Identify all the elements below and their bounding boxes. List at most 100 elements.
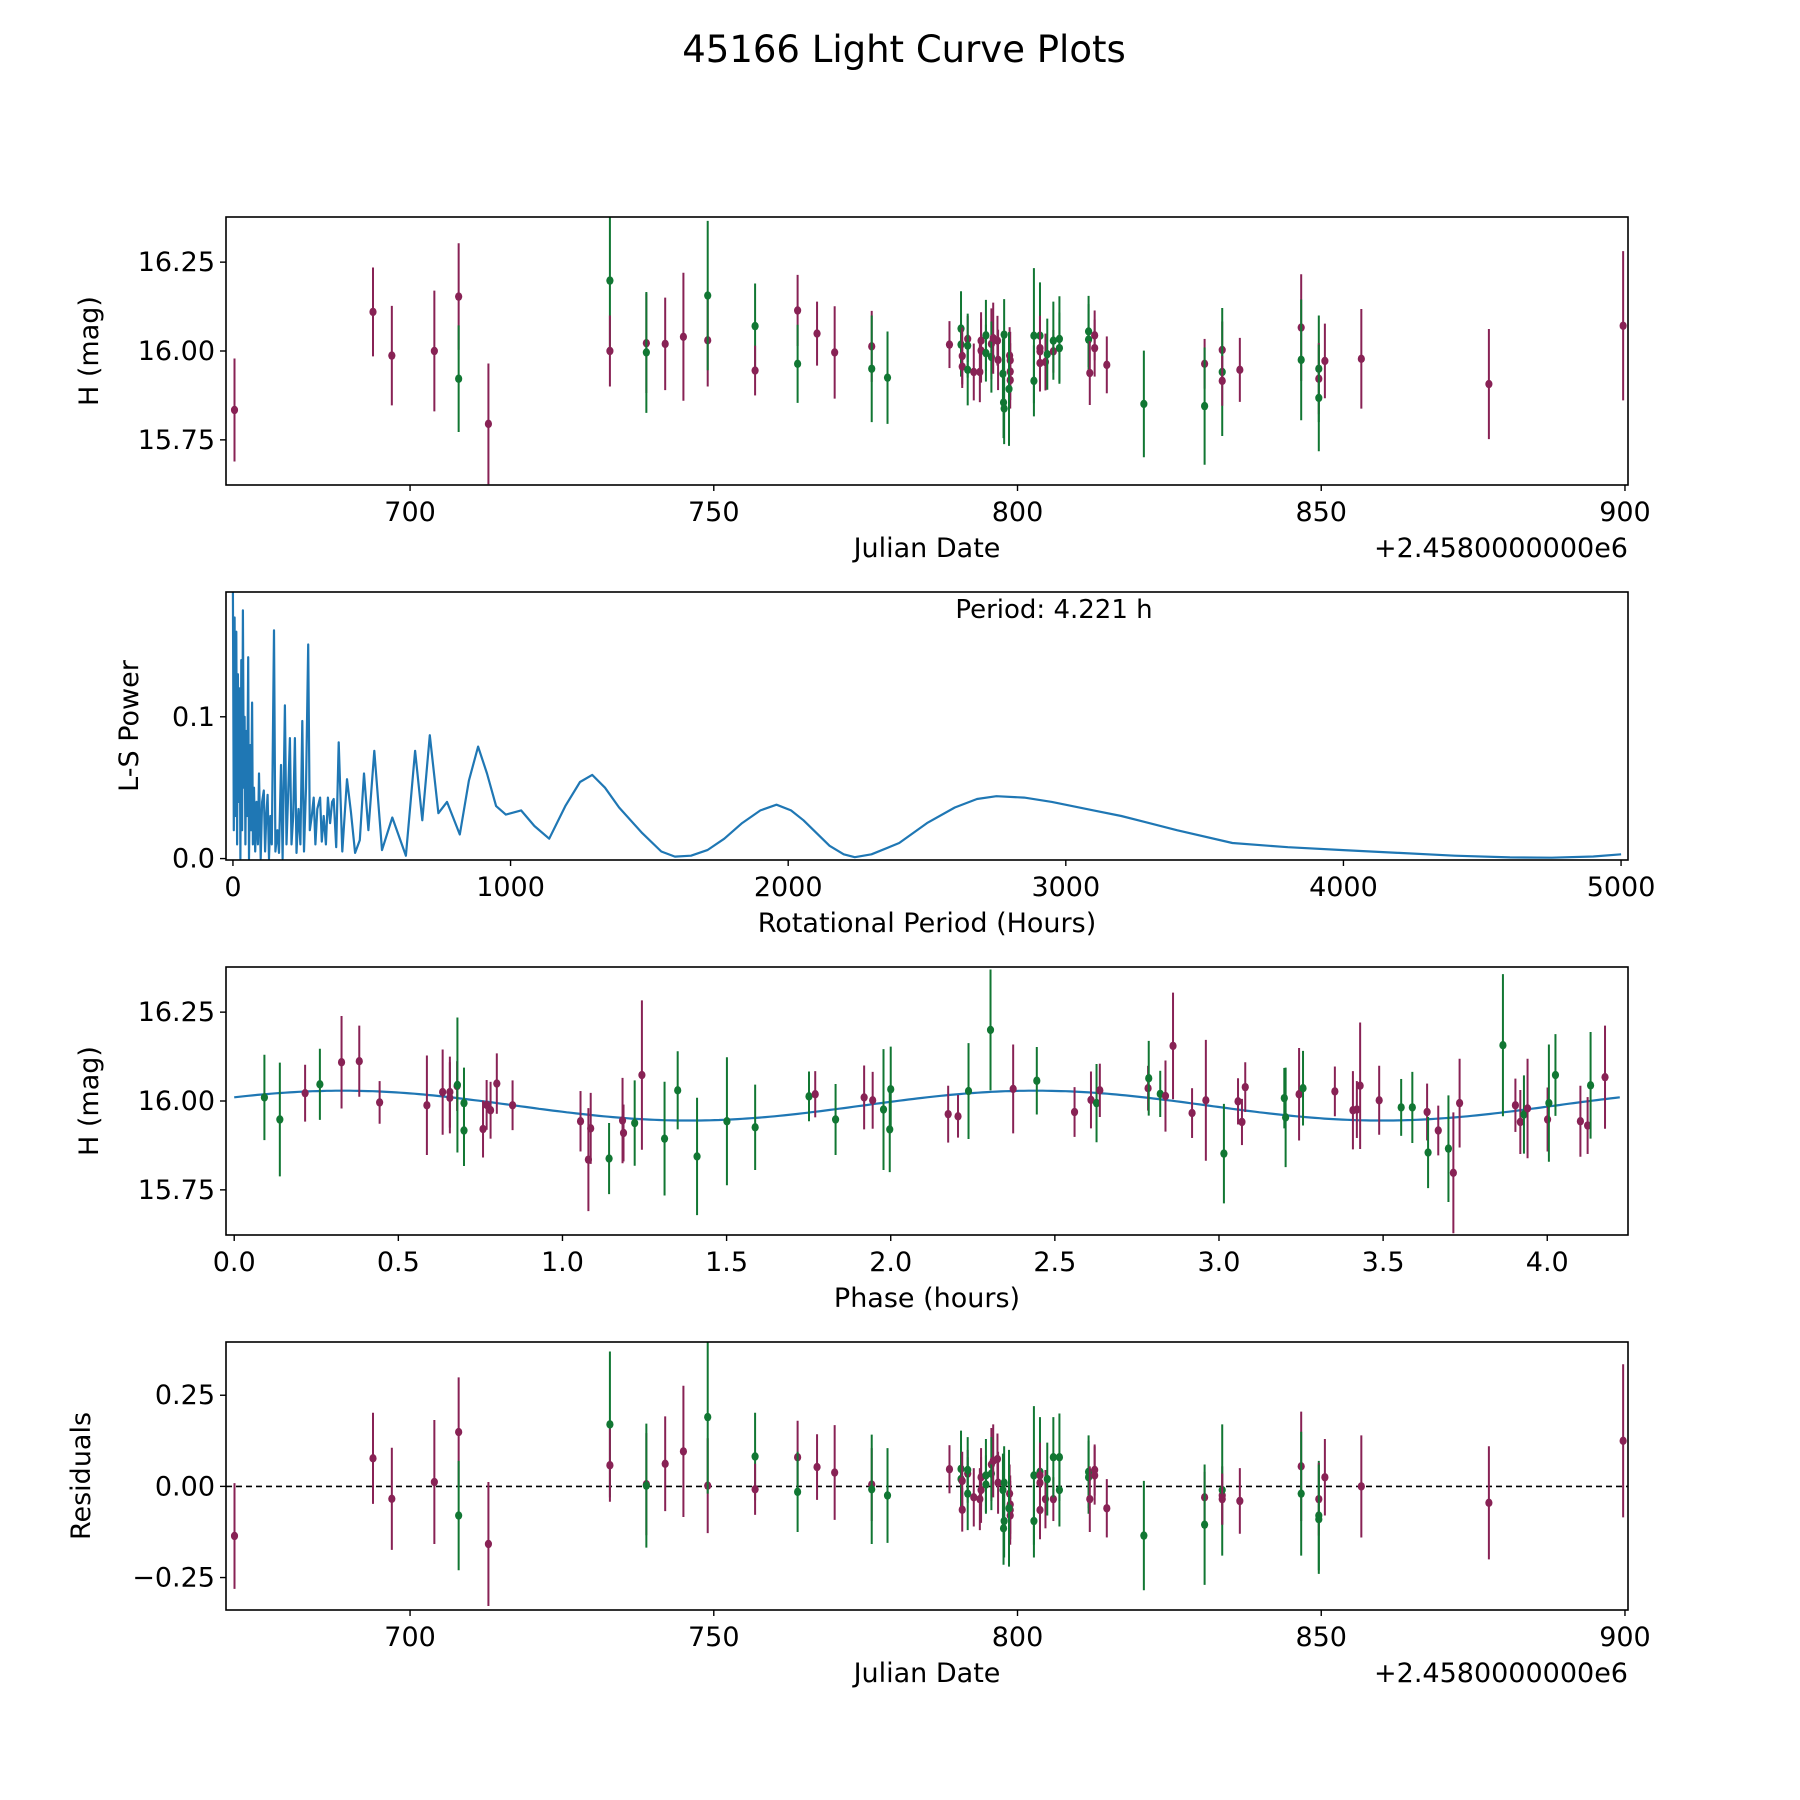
marker	[1456, 1098, 1464, 1108]
marker	[1321, 1473, 1329, 1482]
data-point	[1315, 1464, 1323, 1574]
x-tick-label: 800	[992, 497, 1044, 528]
data-point	[1357, 1435, 1365, 1538]
marker	[1576, 1117, 1585, 1126]
data-point	[860, 1065, 868, 1130]
marker	[868, 1485, 876, 1494]
data-point	[1523, 1058, 1532, 1159]
marker	[831, 1115, 840, 1124]
marker	[679, 332, 688, 341]
model-curve	[234, 1089, 1620, 1122]
marker	[751, 1485, 759, 1494]
axes-frame	[225, 1341, 1629, 1611]
marker	[1201, 1520, 1209, 1529]
data-point	[944, 1085, 952, 1143]
data-point	[813, 301, 821, 366]
data-point	[493, 1053, 501, 1114]
x-tick-label: 2.0	[869, 1247, 912, 1278]
data-point	[1353, 1081, 1361, 1138]
data-point	[869, 1071, 877, 1129]
figure-title: 45166 Light Curve Plots	[682, 28, 1126, 71]
x-tick-label: 3.0	[1198, 1247, 1241, 1278]
y-axis-label: Residuals	[66, 1412, 97, 1540]
panel-residuals: 700 750 800 850 900 −0.25 0.00 0.25 Julian Date R…	[66, 1341, 1651, 1689]
marker	[1423, 1107, 1431, 1117]
data-point	[1070, 1087, 1079, 1137]
marker	[1030, 1471, 1038, 1480]
data-point	[1434, 1105, 1442, 1156]
marker	[986, 1025, 995, 1035]
data-point	[1321, 1438, 1329, 1516]
data-point	[1295, 1048, 1303, 1141]
data-point	[1356, 1022, 1364, 1149]
data-point	[1005, 1449, 1013, 1567]
marker	[230, 405, 239, 415]
marker	[576, 1117, 585, 1126]
data-point	[446, 1062, 454, 1134]
y-tick-label: 0.1	[172, 702, 215, 733]
data-point	[674, 1051, 682, 1130]
marker	[1049, 1494, 1057, 1504]
data-point	[230, 1483, 239, 1589]
marker	[1241, 1082, 1249, 1092]
marker	[1353, 1105, 1361, 1114]
data-point	[1236, 1468, 1244, 1534]
data-point	[805, 1071, 813, 1122]
x-tick-label: 0.0	[213, 1247, 256, 1278]
marker	[638, 1070, 646, 1080]
x-tick-label: 750	[688, 497, 740, 528]
marker	[945, 1465, 954, 1474]
marker	[1357, 354, 1365, 364]
marker	[369, 307, 377, 317]
periodogram-line	[231, 592, 1622, 860]
data-point	[1444, 1095, 1453, 1202]
marker	[486, 1106, 495, 1115]
y-axis-label: H (mag)	[74, 296, 105, 406]
marker	[794, 306, 802, 315]
marker	[1033, 1076, 1041, 1085]
data-point	[1516, 1089, 1524, 1154]
x-axis-label: Rotational Period (Hours)	[758, 908, 1097, 939]
marker	[794, 1487, 802, 1497]
plot-area	[230, 217, 1627, 485]
marker	[642, 1481, 650, 1490]
x-tick-label: 2.5	[1033, 1247, 1076, 1278]
marker	[1000, 1516, 1008, 1526]
data-point	[455, 1460, 463, 1571]
data-point	[1092, 1064, 1101, 1143]
marker	[1545, 1098, 1553, 1108]
data-point	[811, 1071, 819, 1118]
data-point	[584, 1108, 592, 1212]
marker	[887, 1085, 895, 1094]
marker	[1055, 343, 1064, 353]
marker	[883, 373, 892, 382]
data-point	[879, 1049, 888, 1170]
marker	[1201, 401, 1209, 411]
data-point	[994, 329, 1002, 391]
data-point	[484, 1482, 493, 1606]
data-point	[883, 331, 892, 424]
y-tick-label: 15.75	[138, 1175, 215, 1206]
marker	[883, 1491, 892, 1500]
marker	[484, 419, 493, 429]
data-point	[970, 1468, 978, 1527]
marker	[831, 348, 839, 357]
marker	[1315, 1515, 1323, 1524]
data-point	[1096, 1063, 1104, 1117]
x-tick-label: 1.5	[705, 1247, 748, 1278]
marker	[1485, 379, 1493, 389]
data-point	[1499, 974, 1507, 1117]
marker	[1055, 1485, 1064, 1495]
marker	[813, 1462, 821, 1472]
marker	[1543, 1115, 1552, 1124]
data-point	[1140, 350, 1148, 458]
y-tick-label: 16.00	[138, 336, 215, 367]
marker	[1043, 1474, 1051, 1484]
marker	[674, 1086, 682, 1095]
marker	[704, 1412, 712, 1422]
marker	[1485, 1498, 1493, 1508]
data-point	[994, 1451, 1002, 1514]
marker	[453, 1080, 462, 1090]
marker	[1070, 1107, 1079, 1117]
data-point	[1005, 332, 1013, 446]
